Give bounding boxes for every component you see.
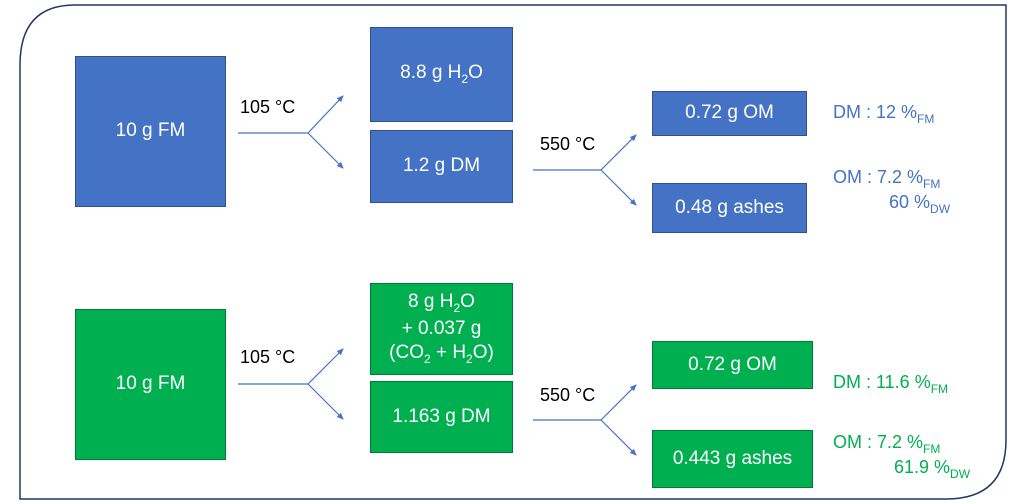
- top-om-result-dw: 60 %DW: [889, 192, 951, 216]
- bottom-split-arrow-up: [307, 348, 344, 385]
- bottom-dry-matter-label: 1.163 g DM: [392, 405, 491, 427]
- top-fresh-matter-label: 10 g FM: [115, 120, 186, 142]
- top-organic-matter-box: 0.72 g OM: [652, 91, 807, 136]
- top-dm-result: DM : 12 %FM: [833, 102, 935, 126]
- bottom-split2-arrow-up: [600, 384, 637, 421]
- top-water-box: 8.8 g H2O: [370, 27, 513, 122]
- top-split2-arrow-down: [600, 169, 637, 206]
- bottom-fresh-matter-label: 10 g FM: [115, 373, 186, 395]
- top-split-arrow-up: [307, 95, 344, 134]
- top-temperature-105: 105 °C: [240, 97, 296, 117]
- bottom-organic-matter-label: 0.72 g OM: [688, 353, 777, 375]
- bottom-om-result-dw: 61.9 %DW: [894, 457, 971, 481]
- bottom-water-box: 8 g H2O + 0.037 g (CO2 + H2O): [370, 283, 513, 375]
- bottom-ashes-label: 0.443 g ashes: [672, 447, 793, 469]
- bottom-temperature-550: 550 °C: [540, 385, 596, 405]
- bottom-ashes-box: 0.443 g ashes: [652, 430, 813, 488]
- top-split-arrow-down: [307, 132, 344, 169]
- bottom-water-line1: 8 g H2O: [408, 291, 475, 316]
- bottom-temperature-105: 105 °C: [240, 347, 296, 367]
- bottom-split-arrow-down: [307, 383, 344, 420]
- top-split2-arrow-up: [600, 134, 637, 171]
- frame-border: [19, 4, 1007, 500]
- bottom-water-line2: + 0.037 g: [401, 317, 482, 339]
- bottom-water-label: 8 g H2O + 0.037 g (CO2 + H2O): [389, 290, 494, 367]
- bottom-om-result-fm: OM : 7.2 %FM: [833, 432, 941, 456]
- top-dry-matter-label: 1.2 g DM: [402, 155, 481, 177]
- bottom-organic-matter-box: 0.72 g OM: [652, 341, 813, 389]
- bottom-dry-matter-box: 1.163 g DM: [370, 381, 513, 453]
- top-temperature-550: 550 °C: [540, 134, 596, 154]
- top-om-result-fm: OM : 7.2 %FM: [833, 167, 941, 191]
- top-organic-matter-label: 0.72 g OM: [685, 102, 774, 124]
- bottom-fresh-matter-box: 10 g FM: [75, 309, 226, 460]
- top-water-label: 8.8 g H2O: [400, 62, 483, 87]
- bottom-dm-result: DM : 11.6 %FM: [833, 372, 949, 396]
- top-dry-matter-box: 1.2 g DM: [370, 130, 513, 203]
- top-ashes-label: 0.48 g ashes: [675, 196, 784, 218]
- top-fresh-matter-box: 10 g FM: [75, 56, 226, 207]
- bottom-split2-arrow-down: [600, 419, 637, 456]
- top-ashes-box: 0.48 g ashes: [652, 183, 807, 233]
- bottom-water-line3: (CO2 + H2O): [389, 342, 494, 367]
